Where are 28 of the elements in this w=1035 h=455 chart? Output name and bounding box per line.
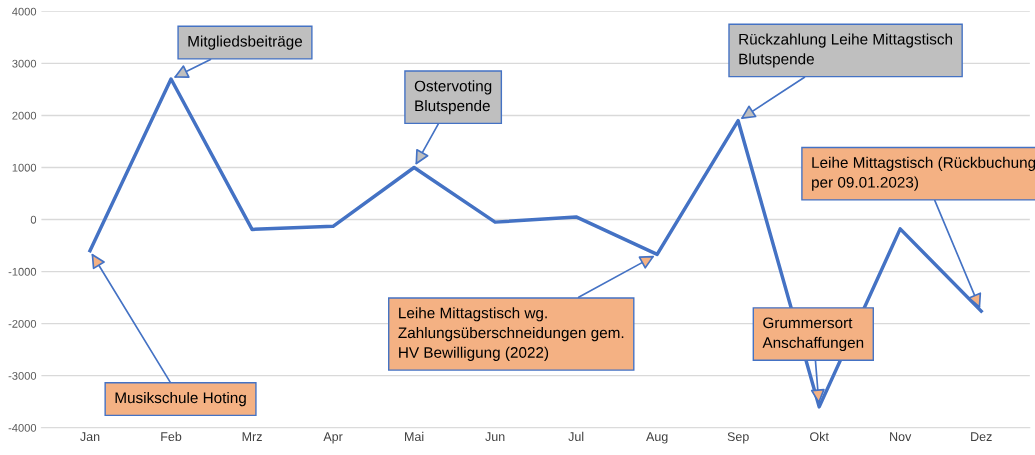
annotation: Mitgliedsbeiträge: [188, 35, 303, 50]
annotation: Grummersort Anschaffungen: [762, 317, 864, 352]
y-tick-label: 3000: [12, 59, 37, 68]
x-tick-label: Feb: [161, 431, 182, 442]
annotation: Ostervoting Blutspende: [414, 80, 492, 115]
x-tick-label: Jun: [485, 432, 505, 442]
annotation: Leihe Mittagstisch (Rückbuchung per 09.01.2023): [812, 156, 1035, 191]
x-tick-label: Jul: [568, 431, 584, 442]
x-tick-label: Mai: [405, 431, 424, 442]
y-tick-label: 0: [30, 215, 37, 224]
x-tick-label: Apr: [323, 432, 343, 444]
x-tick-label: Jan: [80, 432, 100, 442]
x-tick-label: Mrz: [242, 432, 262, 441]
x-tick-label: Dez: [971, 432, 992, 442]
y-tick-label: -2000: [8, 319, 37, 328]
x-tick-label: Aug: [646, 432, 668, 444]
x-tick-label: Nov: [890, 432, 912, 442]
x-tick-label: Okt: [810, 431, 829, 442]
y-tick-label: -3000: [8, 371, 37, 380]
x-tick-label: Sep: [727, 432, 749, 444]
y-tick-label: -4000: [8, 423, 37, 432]
y-tick-label: 1000: [12, 163, 37, 172]
annotation: Rückzahlung Leihe Mittagstisch Blutspende: [739, 33, 953, 68]
y-tick-label: 4000: [12, 7, 37, 16]
annotation: Leihe Mittagstisch wg. Zahlungsüberschneidungen gem. HV Bewilligung (2022): [398, 307, 624, 361]
y-tick-label: -1000: [8, 267, 37, 276]
y-tick-label: 2000: [12, 111, 37, 120]
annotation: Musikschule Hoting: [115, 391, 246, 407]
